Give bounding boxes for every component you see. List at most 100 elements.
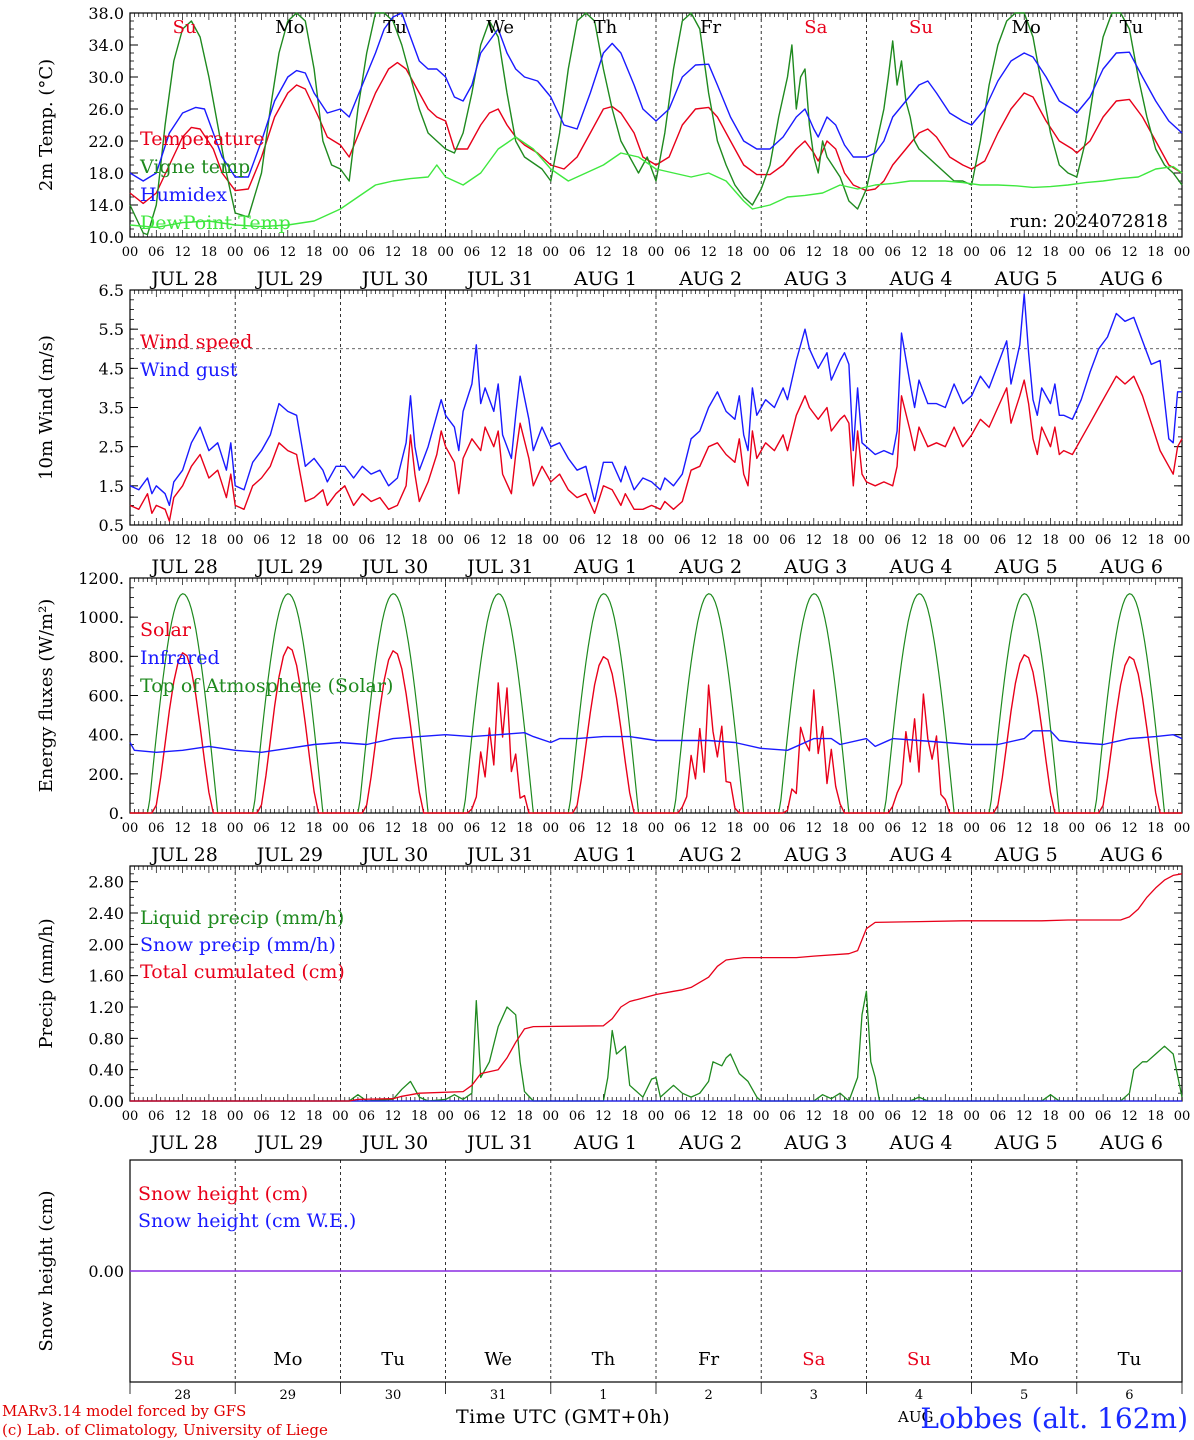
hour-tick-label: 18: [411, 821, 428, 836]
legend-entry: Infrared: [140, 647, 220, 669]
hour-tick-label: 06: [990, 1109, 1007, 1124]
bottom-day-name: Tu: [381, 1349, 405, 1370]
bottom-day-name: Sa: [802, 1349, 825, 1370]
hour-tick-label: 06: [779, 1109, 796, 1124]
hour-tick-label: 06: [569, 1109, 586, 1124]
hour-tick-label: 12: [700, 245, 717, 260]
hour-tick-label: 06: [464, 821, 481, 836]
hour-tick-label: 06: [1095, 533, 1112, 548]
date-label: JUL 29: [255, 844, 323, 866]
bottom-day-name: Su: [907, 1349, 931, 1370]
series-humidex: [129, 12, 1183, 182]
hour-tick-label: 06: [779, 245, 796, 260]
legend-entry: Solar: [140, 619, 192, 641]
hour-tick-label: 12: [1016, 821, 1033, 836]
bottom-day-name: Fr: [698, 1349, 719, 1370]
y-tick-label: 200.: [88, 765, 124, 784]
hour-tick-label: 06: [569, 821, 586, 836]
legend-entry: Temperature: [140, 128, 264, 150]
y-tick-label: 6.5: [99, 281, 124, 300]
y-tick-label: 1.20: [88, 998, 124, 1017]
hour-tick-label: 18: [621, 821, 638, 836]
hour-tick-label: 12: [490, 533, 507, 548]
hour-tick-label: 00: [437, 821, 454, 836]
hour-tick-label: 12: [911, 245, 928, 260]
legend-entry: Vigne temp: [139, 156, 250, 178]
date-label: JUL 30: [360, 1132, 428, 1154]
date-label: JUL 28: [149, 556, 217, 578]
day-name-label: We: [486, 17, 514, 38]
hour-tick-label: 00: [858, 821, 875, 836]
date-label: AUG 1: [573, 268, 637, 290]
hour-tick-label: 00: [1174, 245, 1191, 260]
snow-ylabel: Snow height (cm): [36, 1190, 57, 1351]
date-label: AUG 1: [573, 1132, 637, 1154]
radiation-panel: 00 06 12 18 00 06 12 18 00 06 12 18 00 06 12 18 00 06 12 18…: [36, 569, 1190, 866]
hour-tick-label: 06: [253, 245, 270, 260]
hour-tick-label: 12: [490, 1109, 507, 1124]
date-label: JUL 28: [149, 844, 217, 866]
hour-tick-label: 00: [1069, 245, 1086, 260]
hour-tick-label: 00: [227, 821, 244, 836]
hour-tick-label: 12: [700, 821, 717, 836]
date-label: AUG 5: [994, 1132, 1058, 1154]
hour-tick-label: 18: [306, 533, 323, 548]
hour-tick-label: 18: [727, 821, 744, 836]
hour-tick-label: 06: [884, 533, 901, 548]
hour-tick-label: 00: [437, 245, 454, 260]
hour-tick-label: 18: [1042, 245, 1059, 260]
bottom-day-name: Mo: [273, 1349, 302, 1370]
hour-tick-label: 12: [385, 821, 402, 836]
y-tick-label: 2.00: [88, 935, 124, 954]
hour-tick-label: 06: [358, 533, 375, 548]
hour-tick-label: 00: [1069, 533, 1086, 548]
series-temperature: [129, 61, 1183, 205]
hour-tick-label: 00: [753, 821, 770, 836]
hour-tick-label: 06: [674, 1109, 691, 1124]
hour-tick-label: 18: [621, 533, 638, 548]
y-tick-label: 14.0: [88, 196, 124, 215]
hour-tick-label: 12: [1121, 245, 1138, 260]
series-total-cumulated-cm-: [130, 873, 1183, 1102]
date-label: AUG 5: [994, 268, 1058, 290]
y-tick-label: 1.60: [88, 967, 124, 986]
day-name-label: Mo: [275, 17, 304, 38]
hour-tick-label: 00: [227, 245, 244, 260]
hour-tick-label: 18: [516, 1109, 533, 1124]
bottom-day-name: Su: [171, 1349, 195, 1370]
precip-panel: 00 06 12 18 00 06 12 18 00 06 12 18 00 06 12 18 00 06 12 18…: [36, 865, 1190, 1154]
date-label: JUL 29: [255, 1132, 323, 1154]
y-tick-label: 18.0: [88, 164, 124, 183]
hour-tick-label: 12: [1121, 533, 1138, 548]
hour-tick-label: 18: [727, 533, 744, 548]
hour-tick-label: 18: [1147, 821, 1164, 836]
hour-tick-label: 00: [858, 1109, 875, 1124]
hour-tick-label: 18: [201, 533, 218, 548]
hour-tick-label: 18: [306, 245, 323, 260]
hour-tick-label: 18: [516, 533, 533, 548]
hour-tick-label: 12: [1016, 1109, 1033, 1124]
bottom-day-number: 3: [810, 1388, 818, 1403]
y-tick-label: 2.80: [88, 873, 124, 892]
hour-tick-label: 12: [385, 533, 402, 548]
hour-tick-label: 06: [674, 245, 691, 260]
y-tick-label: 3.5: [99, 399, 124, 418]
hour-tick-label: 06: [674, 821, 691, 836]
hour-tick-label: 06: [569, 245, 586, 260]
date-label: AUG 5: [994, 844, 1058, 866]
hour-tick-label: 06: [253, 1109, 270, 1124]
hour-tick-label: 00: [227, 1109, 244, 1124]
hour-tick-label: 06: [358, 821, 375, 836]
hour-tick-label: 18: [516, 245, 533, 260]
hour-tick-label: 18: [1147, 1109, 1164, 1124]
date-label: AUG 4: [888, 844, 952, 866]
y-tick-label: 26.0: [88, 100, 124, 119]
hour-tick-label: 18: [621, 245, 638, 260]
hour-tick-label: 12: [595, 821, 612, 836]
hour-tick-label: 06: [148, 245, 165, 260]
hour-tick-label: 12: [1121, 1109, 1138, 1124]
temperature-frame: [129, 12, 1183, 238]
hour-tick-label: 12: [595, 533, 612, 548]
date-label: AUG 6: [1099, 1132, 1163, 1154]
hour-tick-label: 00: [543, 821, 560, 836]
